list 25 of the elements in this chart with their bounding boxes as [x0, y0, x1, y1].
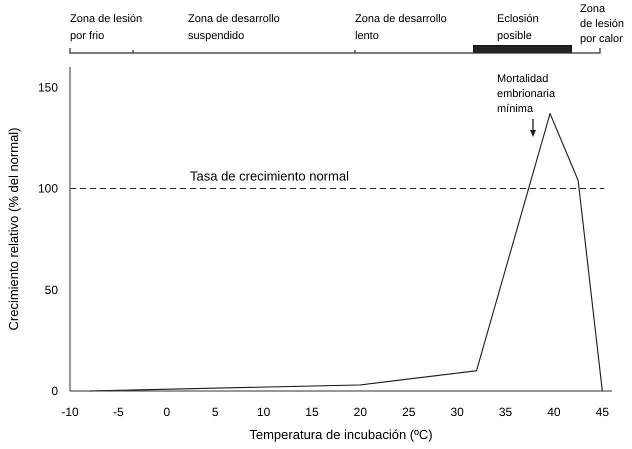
y-tick-label: 150	[38, 80, 58, 94]
x-tick-label: -10	[61, 405, 79, 419]
text: Eclosión posible	[497, 13, 539, 42]
y-tick-label: 50	[44, 282, 58, 297]
text: Zona de desarrollo suspendido	[188, 13, 280, 42]
x-tick-label: 5	[212, 405, 219, 419]
x-axis-title: Temperatura de incubación (ºC)	[249, 427, 433, 442]
y-axis-title: Crecimiento relativo (% del normal)	[6, 127, 21, 331]
text: Zona de lesión por frio	[70, 13, 142, 42]
x-tick-label: 45	[596, 405, 610, 419]
x-tick-label: 20	[354, 405, 368, 419]
text: Zona de lesión por calor	[580, 3, 624, 45]
y-tick-label: 0	[51, 384, 58, 398]
x-tick-label: 0	[163, 405, 170, 419]
x-tick-label: 10	[256, 405, 271, 419]
annotation: Mortalidad embrionaria mínima	[497, 73, 556, 115]
x-tick-label: 25	[402, 405, 416, 419]
text: Zona de desarrollo lento	[355, 13, 447, 42]
x-tick-label: 40	[547, 405, 561, 419]
x-tick-label: 35	[498, 405, 513, 419]
x-tick-label: 30	[450, 405, 464, 419]
ref-line-label: Tasa de crecimiento normal	[190, 168, 350, 184]
y-tick-label: 100	[38, 182, 58, 196]
x-tick-label: -5	[113, 405, 124, 419]
x-tick-label: 15	[305, 405, 319, 419]
